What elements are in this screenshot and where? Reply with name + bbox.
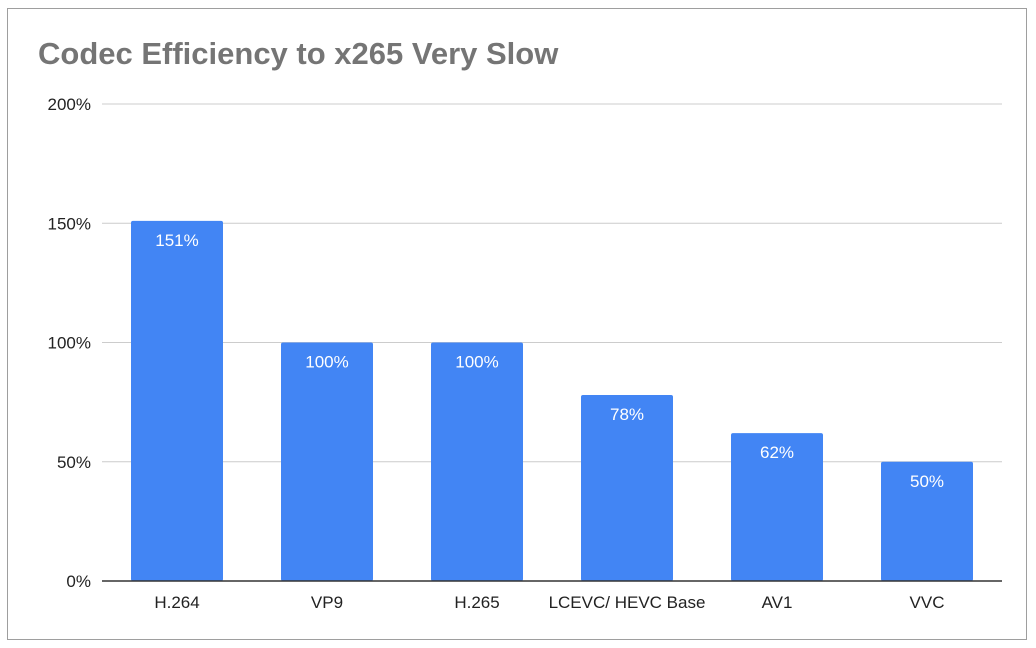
x-tick-label: H.265 (454, 593, 499, 612)
bar-value-label: 78% (610, 405, 644, 424)
labels: 0% 50% 100% 150% 200% 151% H.264 100% VP9 100% H.2… (48, 95, 945, 612)
bar-value-label: 62% (760, 443, 794, 462)
bar (881, 461, 973, 581)
bar (431, 342, 523, 581)
y-tick-label: 50% (57, 453, 91, 472)
x-tick-label: AV1 (762, 593, 793, 612)
bar (581, 394, 673, 581)
bars (131, 220, 973, 582)
bar (131, 220, 223, 582)
x-tick-label: LCEVC/ HEVC Base (549, 593, 706, 612)
bar (281, 342, 373, 581)
y-tick-label: 0% (66, 572, 91, 591)
x-tick-label: H.264 (154, 593, 199, 612)
x-tick-label: VP9 (311, 593, 343, 612)
chart-title: Codec Efficiency to x265 Very Slow (38, 36, 559, 71)
x-tick-label: VVC (910, 593, 945, 612)
bar (731, 433, 823, 581)
y-tick-label: 200% (48, 95, 91, 114)
y-tick-label: 100% (48, 334, 91, 353)
bar-value-label: 50% (910, 472, 944, 491)
bar-value-label: 100% (305, 353, 348, 372)
gridlines (102, 103, 1002, 463)
y-tick-label: 150% (48, 214, 91, 233)
bar-value-label: 151% (155, 231, 198, 250)
bar-value-label: 100% (455, 353, 498, 372)
